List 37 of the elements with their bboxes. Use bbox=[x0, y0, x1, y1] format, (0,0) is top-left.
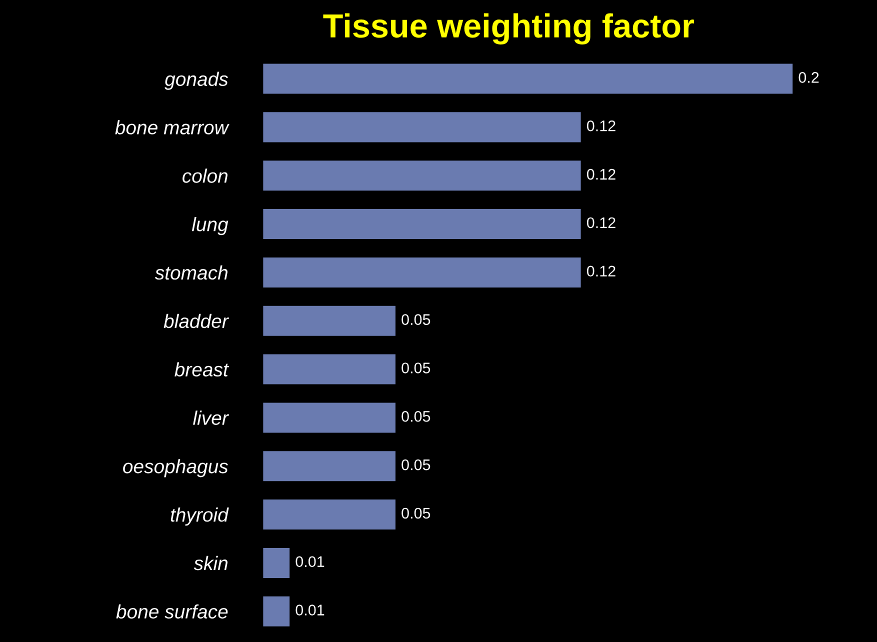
bar bbox=[263, 402, 396, 433]
y-tick-label: breast bbox=[174, 362, 230, 377]
bar bbox=[263, 209, 581, 240]
y-tick-label: bone marrow bbox=[115, 120, 230, 134]
chart-title: Tissue weighting factor bbox=[323, 13, 694, 44]
bar bbox=[263, 112, 581, 142]
bar bbox=[263, 354, 396, 384]
data-label: 0.05 bbox=[402, 410, 430, 422]
y-tick-label: lung bbox=[192, 216, 228, 236]
y-tick-label: gonads bbox=[164, 72, 228, 90]
data-label: 0.12 bbox=[586, 168, 616, 180]
data-label: 0.12 bbox=[586, 266, 616, 277]
bar bbox=[263, 596, 290, 626]
y-tick-label: stomach bbox=[154, 265, 228, 280]
bar bbox=[263, 451, 396, 482]
data-label: 0.05 bbox=[402, 459, 430, 470]
y-tick-label: bone surface bbox=[116, 604, 228, 619]
data-label: 0.2 bbox=[798, 72, 819, 83]
bar bbox=[263, 160, 581, 191]
y-tick-label: thyroid bbox=[170, 507, 229, 526]
bar bbox=[263, 306, 396, 336]
bar bbox=[263, 64, 793, 94]
data-label: 0.12 bbox=[586, 120, 616, 132]
data-label: 0.05 bbox=[402, 362, 430, 374]
data-label: 0.12 bbox=[586, 217, 616, 228]
y-tick-label: colon bbox=[182, 168, 228, 183]
data-label: 0.05 bbox=[402, 314, 430, 325]
y-tick-label: skin bbox=[194, 556, 228, 570]
y-tick-label: liver bbox=[193, 410, 230, 425]
bar bbox=[263, 548, 290, 578]
data-label: 0.05 bbox=[402, 508, 430, 519]
y-tick-label: oesophagus bbox=[123, 459, 228, 478]
bar bbox=[263, 500, 396, 530]
data-label: 0.01 bbox=[296, 604, 324, 616]
y-tick-label: bladder bbox=[164, 314, 230, 328]
data-label: 0.01 bbox=[296, 556, 324, 568]
bar bbox=[263, 257, 581, 288]
